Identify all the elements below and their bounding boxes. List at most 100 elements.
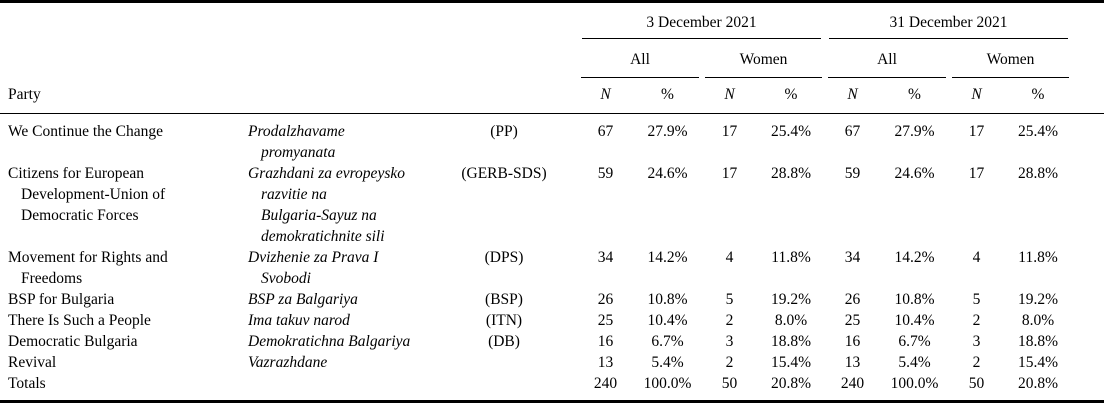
col-group-all-2: All (825, 39, 949, 78)
cell-pct: 14.2% (894, 249, 935, 266)
col-group-date-1: 3 December 2021 (578, 2, 825, 39)
cell-n: 2 (725, 354, 734, 371)
cell-n: 17 (721, 165, 738, 182)
cell-pct: 6.7% (651, 333, 684, 350)
party-abbr (430, 352, 578, 373)
header-empty (0, 2, 578, 40)
cell-pct: 10.8% (647, 291, 688, 308)
cell-n: 16 (844, 333, 861, 350)
cell-pct: 24.6% (894, 165, 935, 182)
all-label: All (581, 39, 699, 78)
cell-n: 25 (844, 312, 861, 329)
col-group-date-2: 31 December 2021 (825, 2, 1072, 39)
cell-n: 2 (725, 312, 734, 329)
spacer-cell (1072, 373, 1104, 402)
spacer-cell (1072, 331, 1104, 352)
cell-n: 16 (597, 333, 614, 350)
party-name-en: BSP for Bulgaria (8, 291, 115, 308)
pct-column-header: % (757, 78, 825, 114)
women-label: Women (705, 39, 822, 78)
party-name-en: Revival (8, 354, 57, 371)
party-name-en: Movement for Rights and Freedoms (8, 249, 168, 287)
cell-pct: 20.8% (770, 375, 812, 392)
cell-n: 17 (721, 123, 738, 140)
party-name-translit: Prodalzhavame promyanata (248, 123, 345, 161)
cell-n: 34 (844, 249, 861, 266)
cell-pct: 19.2% (1017, 291, 1059, 308)
cell-n: 67 (844, 123, 861, 140)
cell-pct: 15.4% (1017, 354, 1059, 371)
cell-pct: 11.8% (1018, 249, 1058, 266)
cell-n: 13 (597, 354, 614, 371)
cell-n: 59 (597, 165, 614, 182)
cell-n: 25 (597, 312, 614, 329)
cell-n: 26 (597, 291, 614, 308)
cell-n: 3 (725, 333, 734, 350)
party-name-translit: Dvizhenie za Prava I Svobodi (248, 249, 379, 287)
cell-pct: 8.0% (1021, 312, 1055, 329)
cell-n: 67 (597, 123, 614, 140)
cell-pct: 27.9% (647, 123, 688, 140)
cell-pct: 6.7% (898, 333, 931, 350)
n-column-header: N (702, 78, 757, 114)
party-name-translit (240, 373, 430, 402)
table-row: Revival Vazrazhdane 13 5.4% 2 15.4% 13 5… (0, 352, 1104, 373)
cell-pct: 100.0% (890, 375, 939, 392)
cell-n: 34 (597, 249, 614, 266)
cell-pct: 24.6% (647, 165, 688, 182)
party-name-translit: Grazhdani za evropeysko razvitie na Bulg… (248, 165, 405, 245)
date-2-label: 31 December 2021 (829, 3, 1068, 39)
cell-n: 17 (968, 123, 985, 140)
cell-n: 5 (972, 291, 981, 308)
cell-pct: 5.4% (898, 354, 931, 371)
spacer-cell (1072, 78, 1104, 114)
party-name-en: There Is Such a People (8, 312, 151, 329)
n-column-header: N (578, 78, 633, 114)
party-abbr: (DB) (488, 333, 520, 350)
table-row: We Continue the Change Prodalzhavame pro… (0, 114, 1104, 164)
party-name-translit: BSP za Balgariya (248, 291, 358, 308)
col-group-all-1: All (578, 39, 702, 78)
party-abbr: (GERB-SDS) (461, 165, 547, 182)
women-label: Women (952, 39, 1069, 78)
cell-pct: 5.4% (651, 354, 684, 371)
party-name-en: Citizens for European Development-Union … (8, 165, 166, 224)
spacer-cell (1072, 310, 1104, 331)
party-name-translit: Vazrazhdane (248, 354, 328, 371)
col-group-women-2: Women (949, 39, 1072, 78)
table-row: There Is Such a People Ima takuv narod (… (0, 310, 1104, 331)
party-abbr: (ITN) (485, 312, 523, 329)
table-row: Democratic Bulgaria Demokratichna Balgar… (0, 331, 1104, 352)
spacer-cell (1072, 352, 1104, 373)
cell-n: 26 (844, 291, 861, 308)
cell-pct: 28.8% (770, 165, 812, 182)
cell-pct: 11.8% (771, 249, 811, 266)
cell-n: 4 (725, 249, 734, 266)
header-row-measures: Party N % N % N % N % (0, 78, 1104, 114)
n-column-header: N (949, 78, 1004, 114)
party-abbr: (BSP) (485, 291, 523, 308)
cell-pct: 15.4% (770, 354, 812, 371)
party-name-translit: Demokratichna Balgariya (248, 333, 411, 350)
date-1-label: 3 December 2021 (582, 3, 821, 39)
cell-pct: 10.8% (894, 291, 935, 308)
cell-pct: 10.4% (647, 312, 688, 329)
pct-column-header: % (633, 78, 702, 114)
table-row-totals: Totals 240 100.0% 50 20.8% 240 100.0% 50… (0, 373, 1104, 402)
cell-n: 3 (972, 333, 981, 350)
spacer-cell (1072, 163, 1104, 247)
totals-label: Totals (8, 375, 46, 392)
cell-pct: 10.4% (894, 312, 935, 329)
n-column-header: N (825, 78, 880, 114)
header-row-groups: All Women All Women (0, 39, 1104, 78)
party-column-header: Party (0, 78, 578, 114)
cell-n: 13 (844, 354, 861, 371)
spacer-cell (1072, 247, 1104, 289)
cell-pct: 8.0% (774, 312, 808, 329)
cell-n: 4 (972, 249, 981, 266)
spacer-cell (1072, 2, 1104, 40)
party-abbr: (PP) (490, 123, 518, 140)
cell-pct: 25.4% (1017, 123, 1059, 140)
cell-pct: 27.9% (894, 123, 935, 140)
cell-n: 50 (721, 375, 738, 392)
